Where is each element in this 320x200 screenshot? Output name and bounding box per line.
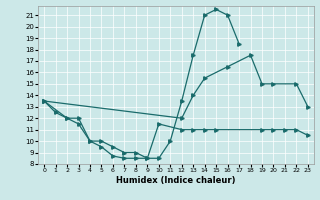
X-axis label: Humidex (Indice chaleur): Humidex (Indice chaleur) <box>116 176 236 185</box>
